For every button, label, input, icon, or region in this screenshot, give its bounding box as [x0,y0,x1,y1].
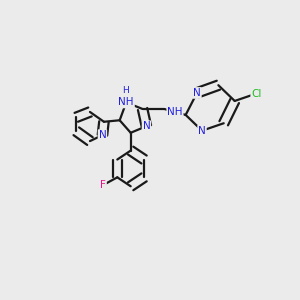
Text: N: N [99,130,106,140]
Text: NH: NH [167,107,183,117]
Text: H: H [122,86,129,95]
Text: NH: NH [118,98,134,107]
Text: F: F [100,180,106,190]
Text: N: N [193,88,201,98]
Text: N: N [198,126,206,136]
Text: Cl: Cl [251,88,262,98]
Text: N: N [142,121,150,131]
